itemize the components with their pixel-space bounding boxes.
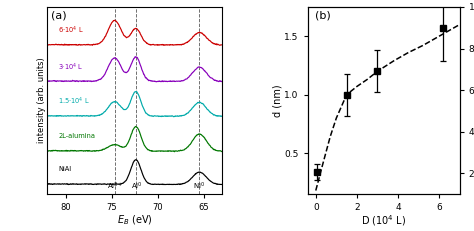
Y-axis label: intensity (arb. units): intensity (arb. units) xyxy=(37,58,46,143)
Text: 3·10$^4$ L: 3·10$^4$ L xyxy=(58,61,84,73)
X-axis label: D (10$^4$ L): D (10$^4$ L) xyxy=(361,213,406,228)
Text: 2L-alumina: 2L-alumina xyxy=(58,133,95,139)
Text: (a): (a) xyxy=(51,11,66,21)
Text: 1.5·10$^4$ L: 1.5·10$^4$ L xyxy=(58,96,90,107)
Text: Al$^{3+}$: Al$^{3+}$ xyxy=(107,181,124,192)
Text: Al$^{0}$: Al$^{0}$ xyxy=(131,181,143,192)
Text: Ni$^{0}$: Ni$^{0}$ xyxy=(193,181,205,192)
Text: 6·10$^4$ L: 6·10$^4$ L xyxy=(58,25,84,36)
X-axis label: $E_B$ (eV): $E_B$ (eV) xyxy=(117,213,153,227)
Text: NiAl: NiAl xyxy=(58,166,72,172)
Y-axis label: d (nm): d (nm) xyxy=(273,84,283,117)
Text: (b): (b) xyxy=(315,11,331,21)
